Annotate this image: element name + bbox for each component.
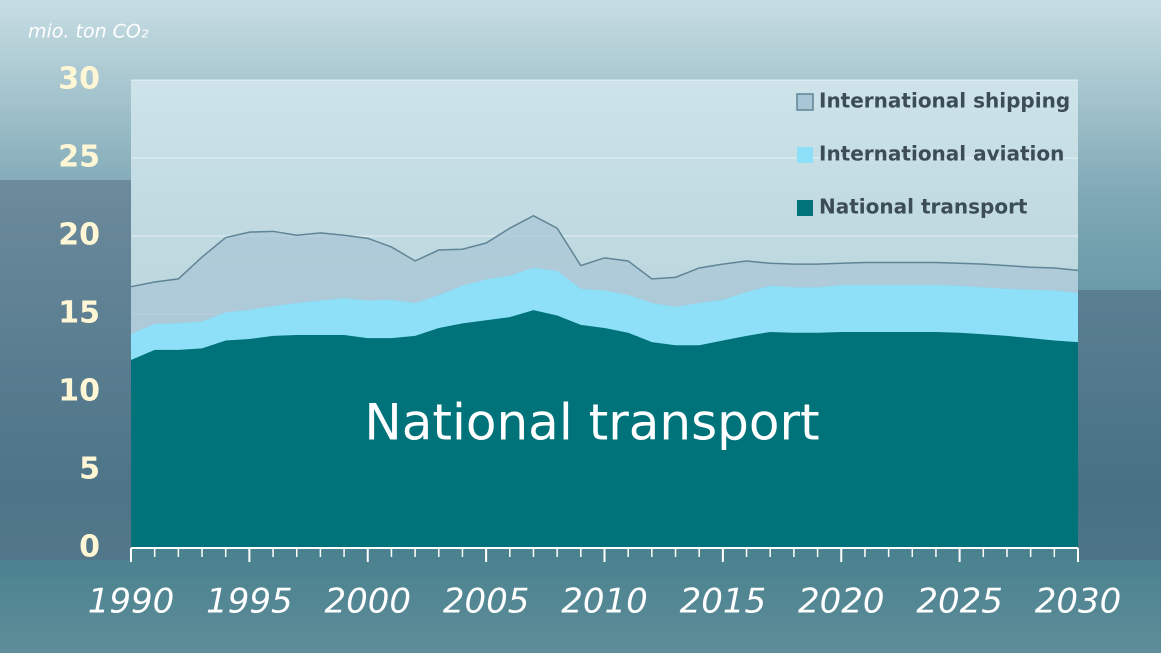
legend-swatch xyxy=(797,147,813,163)
y-tick-label: 20 xyxy=(58,218,100,253)
legend-swatch xyxy=(797,200,813,216)
legend-label: International shipping xyxy=(819,89,1070,113)
area-fill xyxy=(131,310,1078,548)
x-tick-label: 2005 xyxy=(443,582,530,622)
x-tick-label: 1995 xyxy=(206,582,293,622)
x-tick-label: 2010 xyxy=(561,582,648,622)
y-tick-label: 5 xyxy=(79,452,100,487)
y-tick-label: 0 xyxy=(79,530,100,565)
y-tick-label: 25 xyxy=(58,140,100,175)
area-fill xyxy=(131,215,1078,335)
y-axis-label: mio. ton CO₂ xyxy=(28,21,149,43)
y-tick-label: 15 xyxy=(58,296,100,331)
legend-swatch xyxy=(796,93,814,111)
annotation: National transport xyxy=(364,394,819,452)
x-tick-label: 2030 xyxy=(1035,582,1122,622)
x-tick-label: 2000 xyxy=(324,582,411,622)
y-tick-label: 10 xyxy=(58,374,100,409)
y-tick-label: 30 xyxy=(58,62,100,97)
x-tick-label: 2015 xyxy=(680,582,767,622)
containers-right xyxy=(1078,290,1161,560)
containers-left xyxy=(0,180,131,560)
area-fill xyxy=(131,267,1078,361)
x-tick-label: 2025 xyxy=(916,582,1003,622)
x-tick-label: 2020 xyxy=(798,582,885,622)
x-tick-label: 1990 xyxy=(88,582,175,622)
legend-label: National transport xyxy=(819,195,1028,219)
area-line xyxy=(130,214,1079,288)
legend-label: International aviation xyxy=(819,142,1064,166)
